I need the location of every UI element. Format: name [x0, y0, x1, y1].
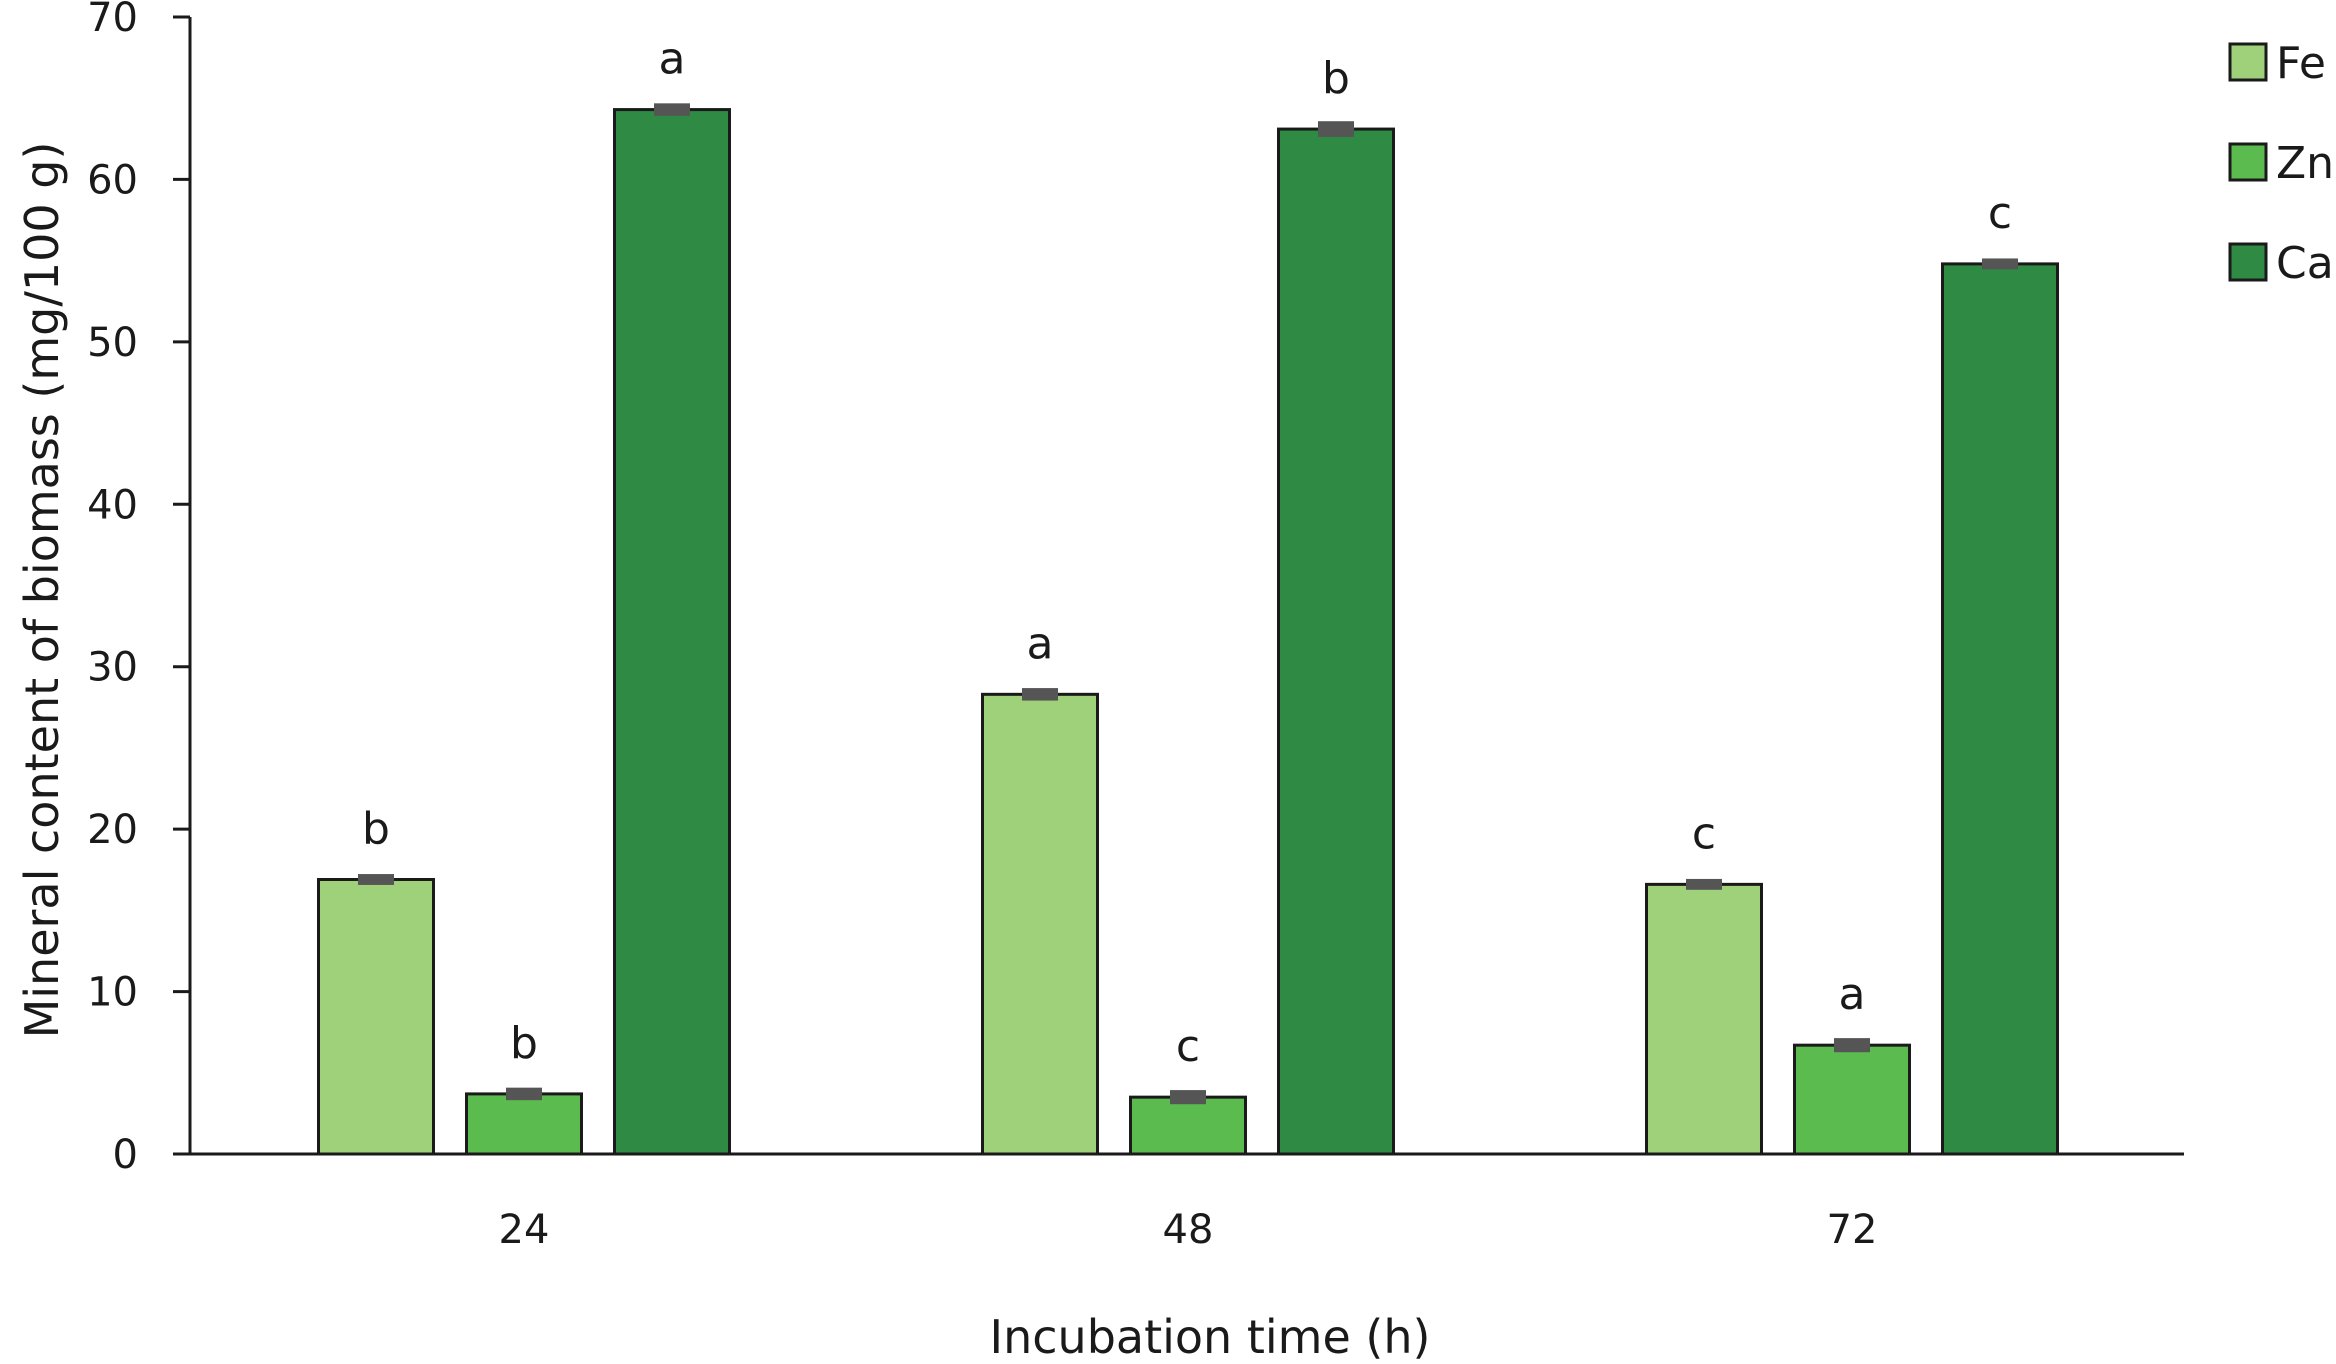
y-tick-label: 30	[87, 645, 138, 691]
x-tick-label: 24	[499, 1207, 550, 1253]
bar-fe-24	[317, 877, 435, 1156]
significance-letter-fe-48: a	[1027, 618, 1054, 669]
y-axis-title: Mineral content of biomass (mg/100 g)	[15, 142, 69, 1039]
significance-letters: b b a a c b c a c	[362, 34, 2012, 1073]
error-bar-ca-24	[654, 103, 690, 116]
error-bar-zn-48	[1170, 1090, 1206, 1105]
legend-swatch-fe	[2228, 42, 2268, 82]
x-axis-tick-labels: 24 48 72	[499, 1207, 1878, 1253]
y-tick-label: 60	[87, 157, 138, 203]
legend-label-fe: Fe	[2276, 38, 2326, 89]
error-bar-zn-72	[1834, 1038, 1870, 1053]
bar-ca-24	[613, 108, 731, 1156]
significance-letter-zn-72: a	[1839, 969, 1866, 1020]
significance-letter-zn-48: c	[1176, 1021, 1200, 1072]
legend: Fe Zn Ca	[2228, 38, 2334, 289]
bar-ca-72	[1941, 262, 2059, 1156]
error-bar-fe-72	[1686, 878, 1722, 890]
error-bar-fe-24	[358, 874, 394, 885]
error-bar-fe-48	[1022, 688, 1058, 701]
legend-label-zn: Zn	[2276, 138, 2334, 189]
significance-letter-ca-24: a	[659, 34, 686, 85]
y-tick-label: 20	[87, 807, 138, 853]
error-bar-ca-72	[1982, 258, 2018, 270]
y-axis-ticks: 0 10 20 30 40 50 60 70	[87, 0, 190, 1178]
error-bars	[358, 103, 2018, 1105]
legend-label-ca: Ca	[2276, 238, 2334, 289]
significance-letter-ca-48: b	[1322, 53, 1350, 104]
significance-letter-fe-24: b	[362, 803, 390, 854]
bar-fe-72	[1645, 882, 1763, 1156]
bar-zn-72	[1793, 1043, 1911, 1156]
x-axis-title: Incubation time (h)	[990, 1310, 1431, 1364]
bar-fe-48	[981, 692, 1099, 1156]
x-tick-label: 48	[1163, 1207, 1214, 1253]
error-bar-ca-48	[1318, 121, 1354, 137]
legend-swatch-ca	[2228, 242, 2268, 282]
error-bar-zn-24	[506, 1087, 542, 1101]
y-tick-label: 50	[87, 320, 138, 366]
significance-letter-ca-72: c	[1988, 188, 2012, 239]
x-tick-label: 72	[1827, 1207, 1878, 1253]
bar-zn-48	[1129, 1095, 1247, 1156]
y-tick-label: 40	[87, 482, 138, 528]
y-tick-label: 70	[87, 0, 138, 41]
bars	[317, 108, 2059, 1156]
bar-zn-24	[465, 1092, 583, 1156]
y-tick-label: 0	[113, 1132, 138, 1178]
significance-letter-zn-24: b	[510, 1018, 538, 1069]
legend-swatch-zn	[2228, 142, 2268, 182]
y-tick-label: 10	[87, 970, 138, 1016]
significance-letter-fe-72: c	[1692, 808, 1716, 859]
bar-ca-48	[1277, 127, 1395, 1156]
